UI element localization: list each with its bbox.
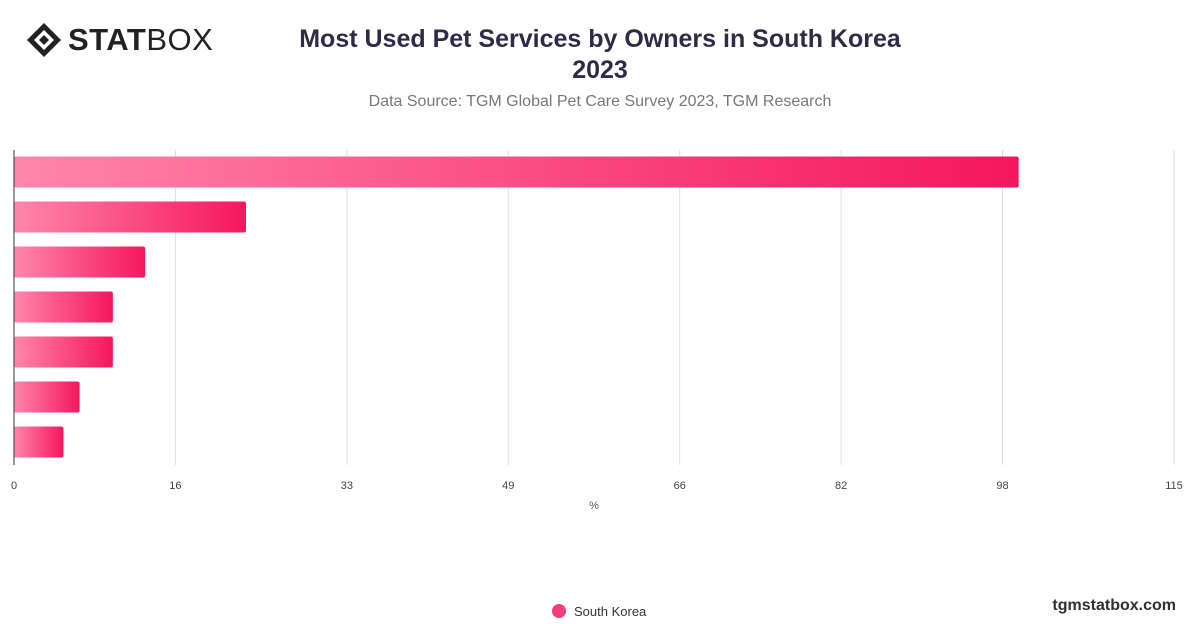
bar[interactable]: [14, 426, 64, 458]
logo-text: STATBOX: [68, 22, 213, 58]
bar[interactable]: [14, 291, 113, 323]
legend-marker: [552, 604, 566, 618]
bar[interactable]: [14, 246, 146, 278]
diamond-logo-icon: [27, 23, 61, 57]
bar[interactable]: [14, 336, 113, 368]
x-tick-label: 16: [169, 480, 181, 492]
x-tick-label: 0: [11, 480, 17, 492]
x-tick-label: 115: [1165, 480, 1183, 492]
legend[interactable]: South Korea: [552, 602, 646, 620]
logo-text-bold: STAT: [68, 22, 147, 57]
x-tick-label: 33: [341, 480, 353, 492]
statbox-logo: STATBOX: [26, 22, 213, 58]
bar[interactable]: [14, 156, 1019, 188]
bar[interactable]: [14, 201, 246, 233]
chart-title-year: 2023: [572, 56, 628, 84]
logo-text-light: BOX: [146, 22, 214, 57]
bar-chart: 0 16 33 49 66 82 98 115 %: [11, 150, 1183, 512]
site-url: tgmstatbox.com: [1052, 597, 1176, 614]
chart-subtitle: Data Source: TGM Global Pet Care Survey …: [368, 93, 832, 110]
x-axis-label: %: [589, 500, 599, 512]
chart-title: Most Used Pet Services by Owners in Sout…: [299, 25, 901, 53]
x-tick-label: 82: [835, 480, 847, 492]
x-tick-label: 49: [502, 480, 514, 492]
x-tick-label: 98: [996, 480, 1008, 492]
legend-label: South Korea: [574, 603, 647, 619]
x-tick-label: 66: [674, 480, 686, 492]
bar[interactable]: [14, 381, 80, 413]
